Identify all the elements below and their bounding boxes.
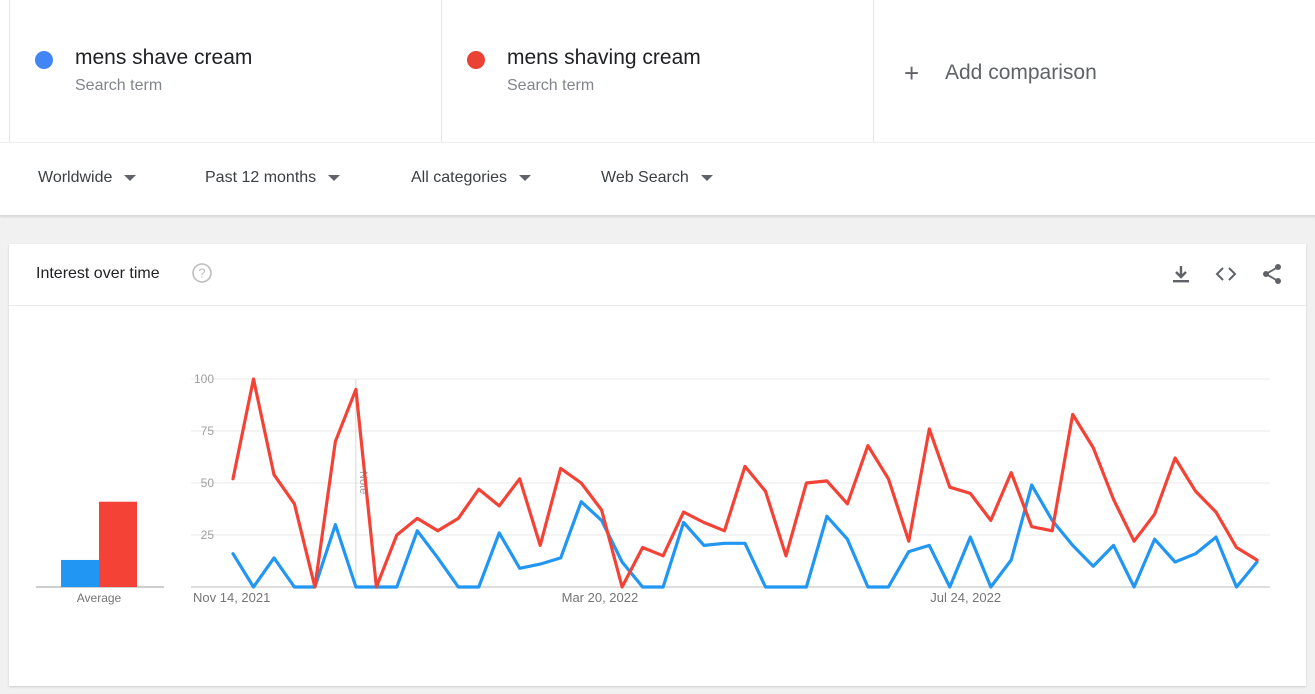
search-term-name[interactable]: mens shave cream xyxy=(75,46,253,69)
download-icon[interactable] xyxy=(1169,262,1193,286)
card-title: Interest over time xyxy=(36,265,160,282)
comparison-bar: mens shave cream Search term mens shavin… xyxy=(0,0,1315,142)
caret-down-icon xyxy=(328,175,341,181)
add-comparison-button[interactable]: + Add comparison xyxy=(873,0,1315,142)
question-circle-icon[interactable]: ? xyxy=(192,263,212,283)
series-line-2 xyxy=(231,377,1259,589)
search-type-dropdown[interactable]: Web Search xyxy=(601,169,713,187)
caret-down-icon xyxy=(519,175,532,181)
y-tick-label: 100 xyxy=(194,372,214,386)
search-term-2[interactable]: mens shaving cream Search term xyxy=(441,0,873,142)
embed-code-icon[interactable] xyxy=(1214,262,1238,286)
time-range-value: Past 12 months xyxy=(205,169,317,186)
caret-down-icon xyxy=(124,175,137,181)
search-term-type: Search term xyxy=(507,77,595,94)
caret-down-icon xyxy=(700,175,713,181)
svg-text:?: ? xyxy=(198,266,205,281)
category-value: All categories xyxy=(411,169,508,186)
average-bar-2 xyxy=(99,501,137,587)
x-tick-label: Nov 14, 2021 xyxy=(193,590,270,605)
category-dropdown[interactable]: All categories xyxy=(411,169,532,187)
add-comparison-label: Add comparison xyxy=(945,61,1097,84)
search-term-1[interactable]: mens shave cream Search term xyxy=(9,0,441,142)
search-term-type: Search term xyxy=(75,77,163,94)
y-tick-label: 50 xyxy=(201,476,215,490)
y-tick-label: 75 xyxy=(201,424,215,438)
interest-over-time-card: Interest over time ? 100 75 50 25 Note Nov 14… xyxy=(9,244,1306,686)
x-tick-label: Mar 20, 2022 xyxy=(562,590,639,605)
series-color-dot xyxy=(35,51,53,69)
x-tick-label: Jul 24, 2022 xyxy=(930,590,1001,605)
region-dropdown[interactable]: Worldwide xyxy=(38,169,137,187)
series-color-dot xyxy=(467,51,485,69)
time-range-dropdown[interactable]: Past 12 months xyxy=(205,169,341,187)
search-type-value: Web Search xyxy=(601,169,689,186)
y-tick-label: 25 xyxy=(201,528,215,542)
region-value: Worldwide xyxy=(38,169,113,186)
filter-bar: Worldwide Past 12 months All categories … xyxy=(0,143,1315,216)
plus-icon: + xyxy=(904,58,920,88)
share-icon[interactable] xyxy=(1260,262,1284,286)
search-term-name[interactable]: mens shaving cream xyxy=(507,46,701,69)
average-bar-1 xyxy=(61,559,99,587)
series-line-1 xyxy=(231,483,1259,589)
card-header: Interest over time ? xyxy=(9,244,1306,306)
average-label: Average xyxy=(77,591,122,605)
